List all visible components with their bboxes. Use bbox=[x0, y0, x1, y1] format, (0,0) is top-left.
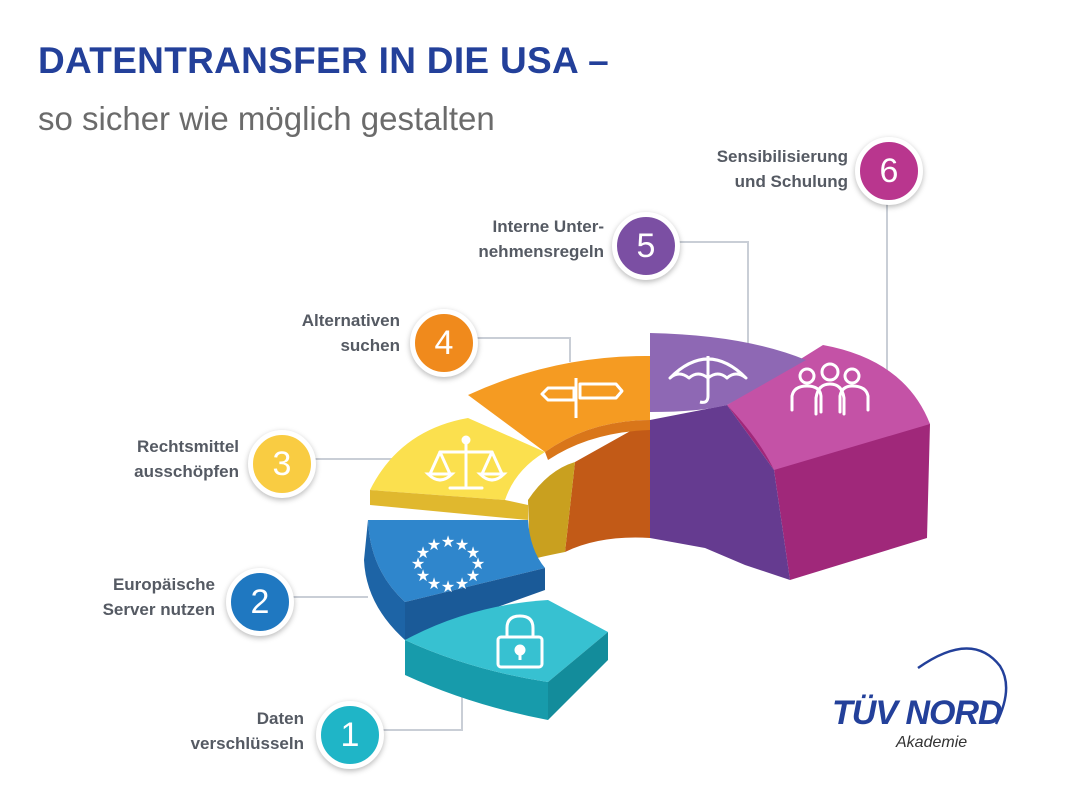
svg-text:★: ★ bbox=[427, 574, 441, 593]
svg-text:★: ★ bbox=[411, 554, 425, 573]
step-label-6-line-2: und Schulung bbox=[734, 172, 848, 191]
segment-1-top bbox=[405, 600, 608, 682]
step-label-1-line-1: Daten bbox=[256, 709, 304, 728]
step-label-1-line-2: verschlüsseln bbox=[190, 734, 304, 753]
step-label-2: Europäische Server nutzen bbox=[103, 572, 215, 622]
step-label-6: Sensibilisierung und Schulung bbox=[717, 144, 848, 194]
connector-lines bbox=[287, 196, 888, 731]
step-label-3-line-2: ausschöpfen bbox=[134, 462, 239, 481]
page-subtitle: so sicher wie möglich gestalten bbox=[38, 100, 495, 137]
segment-5-front bbox=[650, 405, 790, 580]
signpost-icon bbox=[540, 378, 624, 418]
step-label-2-line-1: Europäische bbox=[112, 575, 215, 594]
step-label-5-line-2: nehmensregeln bbox=[478, 242, 604, 261]
svg-text:★: ★ bbox=[455, 535, 469, 554]
step-badge-3: 3 bbox=[248, 430, 316, 498]
segment-3-top bbox=[370, 418, 545, 500]
group-icon bbox=[790, 362, 870, 416]
padlock-icon bbox=[496, 614, 544, 669]
segment-6 bbox=[727, 345, 930, 580]
step-badge-6: 6 bbox=[855, 137, 923, 205]
step-label-5: Interne Unter- nehmensregeln bbox=[478, 214, 604, 264]
svg-text:★: ★ bbox=[427, 535, 441, 554]
step-label-3-line-1: Rechtsmittel bbox=[136, 437, 239, 456]
segment-3-inner bbox=[528, 462, 575, 560]
connector-line-1 bbox=[377, 685, 463, 731]
segment-6-top bbox=[727, 345, 930, 470]
scales-icon bbox=[424, 435, 508, 490]
step-badge-1: 1 bbox=[316, 701, 384, 769]
segment-2-face-inner bbox=[405, 568, 545, 640]
svg-text:★: ★ bbox=[455, 574, 469, 593]
step-label-3: Rechtsmittel ausschöpfen bbox=[134, 434, 239, 484]
segment-3-face bbox=[370, 490, 528, 520]
step-label-4-line-1: Alternativen bbox=[301, 311, 400, 330]
step-badge-2: 2 bbox=[226, 568, 294, 636]
step-label-5-line-1: Interne Unter- bbox=[492, 217, 604, 236]
umbrella-icon bbox=[668, 356, 748, 404]
eu-stars-icon: ★ ★ ★ ★ ★ ★ ★ ★ ★ ★ ★ ★ bbox=[411, 532, 485, 596]
logo-brand: TÜV NORD bbox=[832, 694, 1003, 732]
step-label-4-line-2: suchen bbox=[340, 336, 400, 355]
svg-text:★: ★ bbox=[471, 554, 485, 573]
svg-text:★: ★ bbox=[441, 532, 455, 551]
segment-1 bbox=[405, 600, 608, 720]
logo-arc-icon bbox=[917, 647, 1008, 725]
segment-4-face bbox=[545, 420, 650, 460]
svg-text:★: ★ bbox=[416, 543, 430, 562]
step-label-1: Daten verschlüsseln bbox=[191, 706, 304, 756]
logo-sub: Akademie bbox=[896, 734, 968, 751]
svg-text:★: ★ bbox=[466, 543, 480, 562]
segment-4 bbox=[468, 355, 650, 552]
connector-line-4 bbox=[470, 337, 571, 362]
step-badge-4: 4 bbox=[410, 309, 478, 377]
step-label-4: Alternativen suchen bbox=[302, 308, 400, 358]
tuv-nord-logo: TÜV NORD Akademie bbox=[822, 638, 1022, 768]
connector-line-5 bbox=[672, 241, 749, 345]
segment-1-end bbox=[548, 632, 608, 720]
svg-text:★: ★ bbox=[441, 577, 455, 596]
segment-3 bbox=[370, 418, 575, 560]
step-badge-5: 5 bbox=[612, 212, 680, 280]
segment-5 bbox=[650, 333, 806, 580]
segment-1-side bbox=[405, 640, 548, 720]
segment-2-face bbox=[364, 520, 405, 640]
segment-4-top bbox=[468, 355, 650, 452]
segment-2 bbox=[364, 520, 545, 640]
segment-5-top bbox=[650, 333, 806, 412]
step-label-6-line-1: Sensibilisierung bbox=[716, 147, 848, 166]
step-label-2-line-2: Server nutzen bbox=[102, 600, 215, 619]
page-title: DATENTRANSFER IN DIE USA – bbox=[38, 40, 610, 81]
segment-2-top bbox=[368, 520, 545, 602]
segment-4-inner bbox=[565, 420, 650, 552]
svg-text:★: ★ bbox=[466, 566, 480, 585]
svg-text:★: ★ bbox=[416, 566, 430, 585]
